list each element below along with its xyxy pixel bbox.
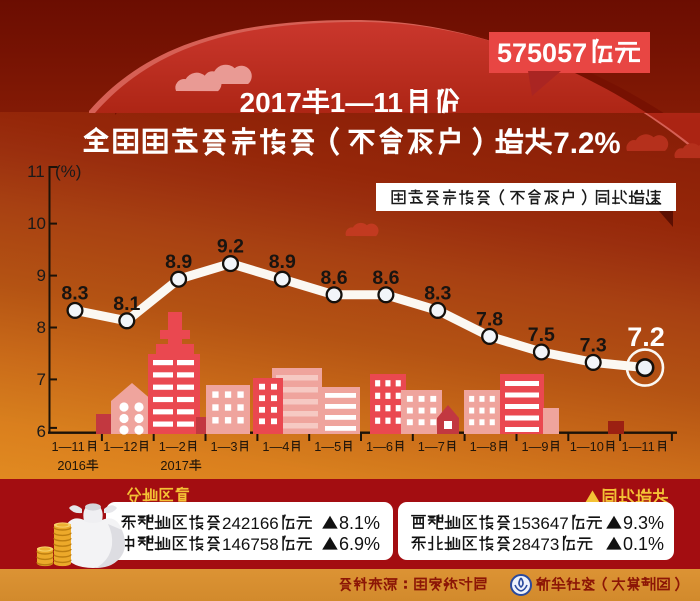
svg-text:7.2: 7.2 [627,322,665,352]
svg-text:9: 9 [37,266,46,285]
svg-text:8.3: 8.3 [424,282,451,304]
svg-text:1—3: 1—3 [211,439,238,454]
svg-text:10: 10 [27,214,46,233]
svg-text:1—8: 1—8 [470,439,497,454]
svg-text:1—11: 1—11 [330,87,403,118]
svg-text:7.8: 7.8 [476,308,503,330]
svg-text:0.1%: 0.1% [623,534,664,554]
svg-text:6.9%: 6.9% [339,534,380,554]
svg-text:8.9: 8.9 [165,251,192,273]
svg-text:2017: 2017 [240,87,302,118]
svg-text:8.1: 8.1 [113,293,140,315]
svg-text:(%): (%) [55,162,81,181]
svg-text:2017: 2017 [160,458,188,473]
svg-text:1—6: 1—6 [366,439,393,454]
svg-text:242166: 242166 [222,514,279,533]
svg-text:28473: 28473 [512,535,559,554]
svg-text:8: 8 [37,318,46,337]
svg-text:8.6: 8.6 [372,267,399,289]
svg-text:7.2%: 7.2% [553,127,620,160]
svg-text:153647: 153647 [512,514,569,533]
svg-text:11: 11 [27,162,45,181]
svg-text:1—10: 1—10 [570,439,604,454]
svg-text:8.1%: 8.1% [339,513,380,533]
svg-text:1—4: 1—4 [262,439,289,454]
svg-text:146758: 146758 [222,535,279,554]
svg-text:1—12: 1—12 [103,439,137,454]
svg-text:2016: 2016 [57,458,85,473]
svg-text:7.5: 7.5 [528,324,555,346]
svg-text:8.9: 8.9 [269,251,296,273]
svg-text:8.3: 8.3 [61,282,88,304]
svg-text:575057: 575057 [497,38,587,68]
svg-text:8.6: 8.6 [321,267,348,289]
svg-text:9.2: 9.2 [217,236,244,258]
svg-text:9.3%: 9.3% [623,513,664,533]
svg-text:1—5: 1—5 [314,439,341,454]
svg-text:1—7: 1—7 [418,439,445,454]
svg-text:1—11: 1—11 [52,439,85,454]
svg-text:6: 6 [37,422,46,441]
svg-text:1—11: 1—11 [622,439,655,454]
svg-text:7.3: 7.3 [580,334,607,356]
svg-text:1—9: 1—9 [522,439,549,454]
svg-text:7: 7 [37,370,46,389]
svg-text:1—2: 1—2 [159,439,186,454]
